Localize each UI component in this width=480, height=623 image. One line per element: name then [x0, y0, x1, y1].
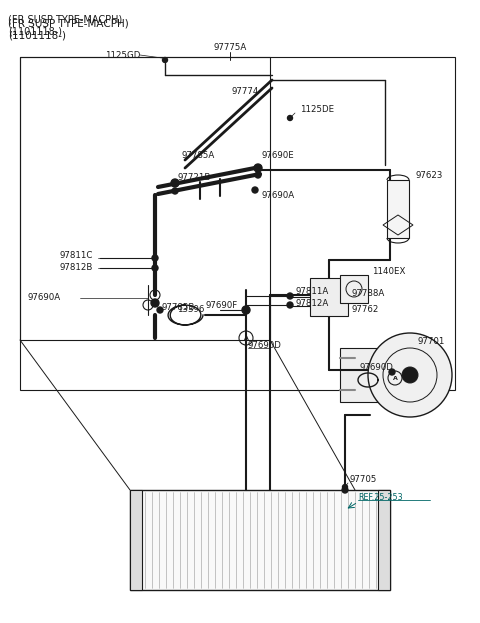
- Text: REF.25-253: REF.25-253: [358, 493, 403, 503]
- Text: 97690D: 97690D: [360, 363, 394, 373]
- Text: 97785B: 97785B: [162, 303, 195, 312]
- Text: 1140EX: 1140EX: [372, 267, 406, 277]
- Text: 97775A: 97775A: [214, 42, 247, 52]
- Text: 97811A: 97811A: [295, 287, 328, 297]
- Text: A: A: [243, 336, 249, 341]
- Text: 97705: 97705: [350, 475, 377, 485]
- Bar: [20, 57, 270, 340]
- Text: 97788A: 97788A: [352, 288, 385, 298]
- Text: 97690F: 97690F: [205, 300, 237, 310]
- Circle shape: [252, 187, 258, 193]
- Circle shape: [242, 306, 250, 314]
- Text: 97690E: 97690E: [262, 151, 295, 159]
- Circle shape: [152, 265, 158, 271]
- Bar: [130, 490, 142, 590]
- Bar: [20, 57, 455, 390]
- Circle shape: [287, 302, 293, 308]
- Circle shape: [163, 57, 168, 62]
- Text: (FR SUSP TYPE-MACPH): (FR SUSP TYPE-MACPH): [8, 18, 129, 28]
- Text: (1101118-): (1101118-): [8, 27, 62, 37]
- Text: 97811C: 97811C: [60, 250, 94, 260]
- Circle shape: [152, 255, 158, 261]
- Text: 13396: 13396: [177, 305, 204, 313]
- Circle shape: [157, 307, 163, 313]
- Bar: [340, 275, 368, 303]
- Text: 97812B: 97812B: [60, 262, 94, 272]
- Bar: [378, 490, 390, 590]
- Circle shape: [171, 179, 179, 187]
- Text: 97623: 97623: [415, 171, 443, 179]
- Circle shape: [343, 485, 348, 490]
- Text: 97785A: 97785A: [181, 151, 215, 159]
- Text: 97690D: 97690D: [248, 341, 282, 350]
- Text: 97721B: 97721B: [178, 173, 211, 181]
- Bar: [340, 348, 395, 402]
- Text: 97812A: 97812A: [295, 298, 328, 308]
- Circle shape: [288, 115, 292, 120]
- Bar: [387, 180, 409, 238]
- Circle shape: [389, 369, 395, 375]
- Circle shape: [151, 299, 159, 307]
- Circle shape: [172, 188, 178, 194]
- Text: 97690A: 97690A: [28, 293, 61, 303]
- Circle shape: [255, 172, 261, 178]
- Text: 97774: 97774: [231, 87, 259, 97]
- Bar: [310, 278, 348, 316]
- Text: 1125GD: 1125GD: [105, 50, 140, 60]
- Circle shape: [402, 367, 418, 383]
- Text: A: A: [393, 376, 397, 381]
- Text: 97690A: 97690A: [262, 191, 295, 199]
- Text: 97762: 97762: [352, 305, 379, 315]
- Circle shape: [254, 164, 262, 172]
- Circle shape: [342, 487, 348, 493]
- Circle shape: [368, 333, 452, 417]
- Text: (FR SUSP TYPE-MACPH): (FR SUSP TYPE-MACPH): [8, 15, 122, 25]
- Bar: [130, 490, 390, 590]
- Circle shape: [287, 293, 293, 299]
- Text: 97701: 97701: [418, 338, 445, 346]
- Text: (1101118-): (1101118-): [8, 30, 66, 40]
- Text: 1125DE: 1125DE: [300, 105, 334, 115]
